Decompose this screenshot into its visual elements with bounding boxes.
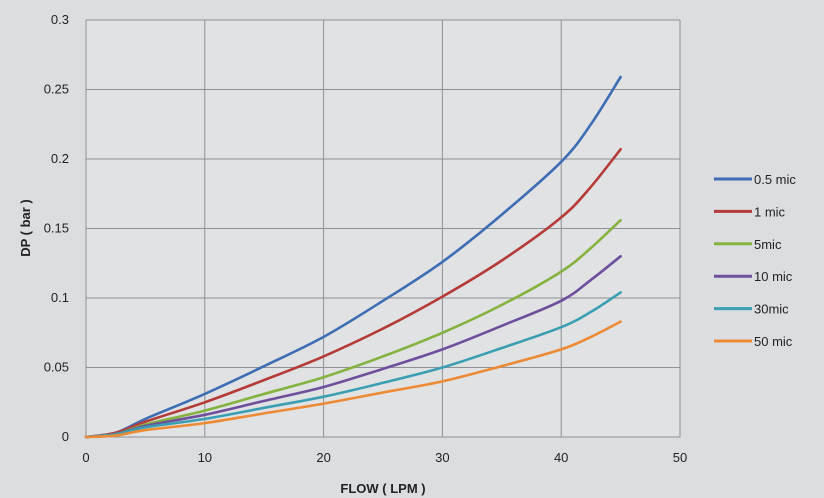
y-tick-label: 0.25 bbox=[44, 82, 69, 97]
x-tick-label: 0 bbox=[82, 450, 89, 465]
series-line-5 bbox=[84, 320, 622, 439]
legend-label: 10 mic bbox=[754, 269, 793, 284]
x-tick-label: 50 bbox=[673, 450, 687, 465]
y-tick-label: 0 bbox=[62, 429, 69, 444]
grid-lines bbox=[85, 19, 681, 438]
y-tick-labels: 0 0.05 0.1 0.15 0.2 0.25 0.3 bbox=[44, 12, 69, 444]
legend-label: 1 mic bbox=[754, 204, 786, 219]
x-tick-labels: 0 10 20 30 40 50 bbox=[82, 450, 687, 465]
legend-label: 5mic bbox=[754, 237, 782, 252]
series-lines bbox=[84, 75, 622, 439]
series-line-4 bbox=[84, 291, 622, 439]
x-tick-label: 30 bbox=[435, 450, 449, 465]
y-tick-label: 0.1 bbox=[51, 290, 69, 305]
series-line-0 bbox=[84, 75, 622, 439]
y-axis-title: DP ( bar ) bbox=[18, 199, 33, 257]
x-axis-title: FLOW ( LPM ) bbox=[340, 481, 425, 496]
y-tick-label: 0.05 bbox=[44, 360, 69, 375]
y-tick-label: 0.3 bbox=[51, 12, 69, 27]
x-tick-label: 40 bbox=[554, 450, 568, 465]
y-tick-label: 0.2 bbox=[51, 151, 69, 166]
legend-label: 50 mic bbox=[754, 334, 793, 349]
legend-label: 0.5 mic bbox=[754, 172, 796, 187]
series-line-1 bbox=[84, 148, 622, 439]
legend-label: 30mic bbox=[754, 302, 789, 317]
y-tick-label: 0.15 bbox=[44, 221, 69, 236]
x-tick-label: 10 bbox=[198, 450, 212, 465]
legend: 0.5 mic 1 mic 5mic 10 mic 30mic 50 mic bbox=[714, 172, 796, 349]
x-tick-label: 20 bbox=[316, 450, 330, 465]
